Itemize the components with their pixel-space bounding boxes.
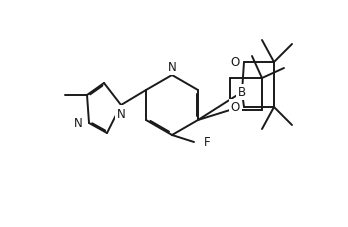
Text: N: N bbox=[117, 108, 125, 121]
Text: B: B bbox=[238, 86, 246, 99]
Text: F: F bbox=[204, 136, 211, 149]
Text: N: N bbox=[168, 61, 176, 74]
Text: O: O bbox=[231, 101, 240, 114]
Text: O: O bbox=[231, 56, 240, 69]
Text: N: N bbox=[74, 117, 83, 130]
